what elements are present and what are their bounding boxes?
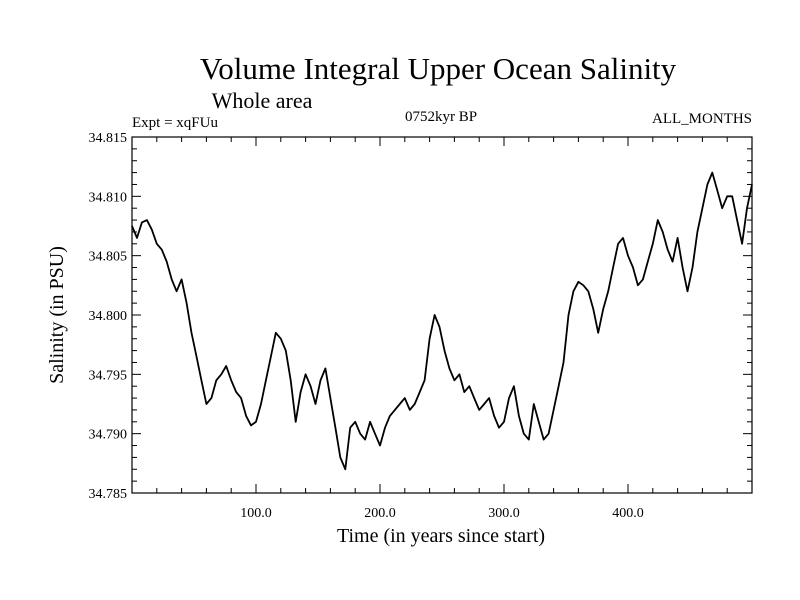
- period-label: 0752kyr BP: [405, 109, 477, 125]
- axis-ticks: [132, 136, 752, 494]
- y-tick-label: 34.805: [89, 250, 128, 265]
- x-tick-label: 400.0: [612, 506, 644, 521]
- experiment-label: Expt = xqFUu: [132, 115, 218, 131]
- axis-tick-labels: 34.785 34.790 34.795 34.800 34.805 34.810 34.8…: [89, 131, 644, 521]
- x-tick-label: 100.0: [240, 506, 272, 521]
- y-tick-label: 34.785: [89, 487, 128, 502]
- chart-title: Volume Integral Upper Ocean Salinity: [200, 51, 677, 86]
- y-tick-label: 34.800: [89, 309, 128, 324]
- y-tick-label: 34.815: [89, 131, 128, 146]
- x-axis-label: Time (in years since start): [337, 525, 545, 547]
- series-line-salinity: [131, 171, 753, 471]
- y-tick-label: 34.795: [89, 368, 128, 383]
- months-label: ALL_MONTHS: [652, 111, 752, 127]
- x-tick-label: 300.0: [488, 506, 520, 521]
- y-axis-label: Salinity (in PSU): [46, 246, 68, 384]
- chart-subtitle: Whole area: [212, 88, 313, 113]
- plot-frame: [131, 136, 753, 494]
- y-tick-label: 34.810: [89, 190, 128, 205]
- y-tick-label: 34.790: [89, 428, 128, 443]
- x-tick-label: 200.0: [364, 506, 396, 521]
- plot-area: 34.785 34.790 34.795 34.800 34.805 34.810 34.8…: [89, 131, 753, 521]
